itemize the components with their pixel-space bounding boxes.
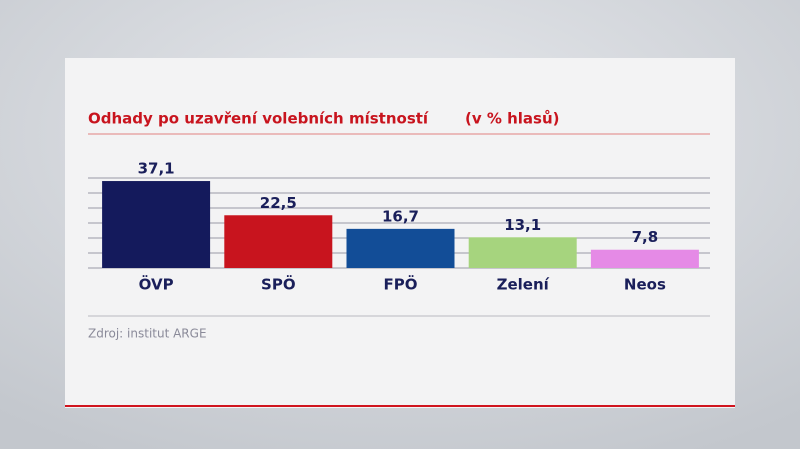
value-label: 13,1 [504,216,541,234]
x-tick-label: Zelení [497,276,550,294]
value-label: 16,7 [382,207,419,225]
x-tick-label: Neos [624,276,666,294]
bar [468,237,577,268]
bar [346,228,455,268]
bar [224,215,333,268]
x-tick-label: FPÖ [384,275,418,294]
bar [590,249,699,268]
chart-title: Odhady po uzavření volebních místností [88,110,429,128]
value-label: 22,5 [260,194,297,212]
source: Zdroj: institut ARGE [88,327,207,341]
chart-subtitle: (v % hlasů) [465,110,560,128]
bar [102,181,211,268]
x-tick-label: SPÖ [261,275,296,294]
value-label: 37,1 [138,160,175,178]
value-label: 7,8 [632,228,659,246]
x-tick-label: ÖVP [139,275,174,294]
